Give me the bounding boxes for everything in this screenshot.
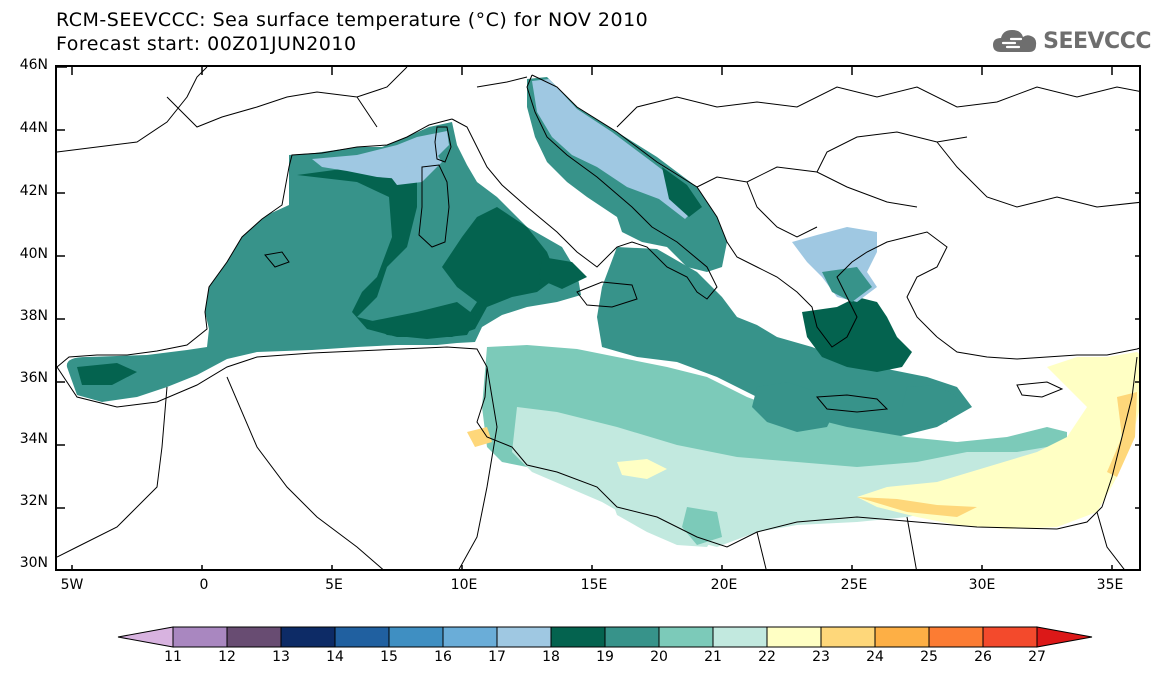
- sea-temperature-field: [66, 77, 1139, 547]
- sardinia: [418, 164, 450, 248]
- logo-text: SEEVCCC: [1043, 28, 1151, 54]
- colorbar-swatch: [334, 626, 390, 648]
- egypt-coast-24: [857, 497, 977, 517]
- colorbar-label: 24: [866, 649, 884, 665]
- lat-label-42n: 42N: [19, 183, 48, 199]
- lon-label-35e: 35E: [1096, 577, 1124, 593]
- colorbar-label: 15: [380, 649, 398, 665]
- balkan-coast: [531, 74, 948, 348]
- colorbar-label: 23: [812, 649, 830, 665]
- corsica: [434, 126, 452, 163]
- colorbar-swatch: [280, 626, 336, 648]
- ionian-20: [597, 247, 972, 437]
- iberia-coast: [57, 67, 453, 368]
- colorbar-swatch: [226, 626, 282, 648]
- crete: [815, 394, 889, 413]
- cloud-logo-icon: [993, 30, 1037, 52]
- colorbar-swatch: [766, 626, 822, 648]
- tunisia-24: [467, 427, 492, 447]
- lat-label-44n: 44N: [19, 120, 48, 136]
- colorbar-swatch: [712, 626, 768, 648]
- colorbar-swatch: [928, 626, 984, 648]
- italy-coast: [451, 74, 718, 300]
- colorbar-swatch: [982, 626, 1038, 648]
- colorbar-label: 22: [758, 649, 776, 665]
- aegean-20: [822, 267, 872, 302]
- sidra-23: [617, 459, 667, 479]
- east-ionian-19: [752, 382, 837, 432]
- levant-coast: [1056, 356, 1138, 530]
- lat-label-36n: 36N: [19, 370, 48, 386]
- colorbar-swatch: [604, 626, 660, 648]
- colorbar-label: 19: [596, 649, 614, 665]
- africa-coast: [57, 346, 1058, 548]
- turkey-coast: [936, 336, 1139, 360]
- colorbar-label: 25: [920, 649, 938, 665]
- grid-ticks: [57, 67, 1139, 569]
- tyrrhenian-19: [297, 162, 557, 337]
- colorbar-swatch: [820, 626, 876, 648]
- colorbar-swatch: [874, 626, 930, 648]
- colorbar-label: 13: [272, 649, 290, 665]
- map-panel: [55, 65, 1141, 571]
- colorbar-label: 18: [542, 649, 560, 665]
- colorbar-swatch: [496, 626, 552, 648]
- cyprus: [1016, 381, 1064, 398]
- lon-label-20e: 20E: [710, 577, 738, 593]
- ionian-19-patch: [539, 257, 587, 289]
- lat-label-46n: 46N: [19, 57, 48, 73]
- lat-label-32n: 32N: [19, 493, 48, 509]
- gulf-of-sidra-21: [682, 507, 722, 545]
- algerian-19: [77, 363, 137, 385]
- colorbar-swatch: [442, 626, 498, 648]
- balearic-19: [367, 302, 477, 339]
- lon-label-5e: 5E: [325, 577, 343, 593]
- lon-label-25e: 25E: [840, 577, 868, 593]
- colorbar-label: 20: [650, 649, 668, 665]
- colorbar-label: 26: [974, 649, 992, 665]
- colorbar-swatch: [1036, 626, 1093, 648]
- colorbar-swatch: [658, 626, 714, 648]
- lon-label-10e: 10E: [450, 577, 478, 593]
- adriatic-18: [532, 79, 697, 219]
- lat-label-38n: 38N: [19, 308, 48, 324]
- mallorca: [264, 251, 290, 268]
- colorbar-label: 21: [704, 649, 722, 665]
- lon-label-30e: 30E: [968, 577, 996, 593]
- east-ionian-20: [902, 385, 957, 427]
- sst-map: [57, 67, 1139, 569]
- colorbar-swatch: [550, 626, 606, 648]
- colorbar-label: 12: [218, 649, 236, 665]
- colorbar-swatch: [172, 626, 228, 648]
- borders-europe: [166, 67, 1139, 238]
- sicily: [576, 281, 638, 308]
- lon-label-0: 0: [199, 577, 209, 593]
- colorbar-label: 16: [434, 649, 452, 665]
- borders-africa: [57, 366, 1125, 569]
- lon-label-15e: 15E: [580, 577, 608, 593]
- colorbar-label: 11: [164, 649, 182, 665]
- title-line-1: RCM-SEEVCCC: Sea surface temperature (°C…: [56, 9, 649, 31]
- seevccc-logo: SEEVCCC: [991, 26, 1151, 56]
- levant-24-strip: [1107, 392, 1137, 477]
- colorbar-label: 27: [1028, 649, 1046, 665]
- colorbar-swatch: [388, 626, 444, 648]
- lat-label-30n: 30N: [19, 555, 48, 571]
- coastlines-and-borders: [57, 67, 1139, 569]
- lat-label-40n: 40N: [19, 246, 48, 262]
- adriatic-19: [662, 167, 702, 217]
- levant-23: [857, 352, 1139, 529]
- lon-label-5w: 5W: [60, 577, 84, 593]
- colorbar-label: 17: [488, 649, 506, 665]
- lat-label-34n: 34N: [19, 431, 48, 447]
- colorbar-label: 14: [326, 649, 344, 665]
- aegean-19: [802, 297, 912, 372]
- gulf-of-lion-18-b: [387, 151, 442, 185]
- colorbar-swatch: [117, 626, 174, 648]
- title-line-2: Forecast start: 00Z01JUN2010: [56, 33, 357, 55]
